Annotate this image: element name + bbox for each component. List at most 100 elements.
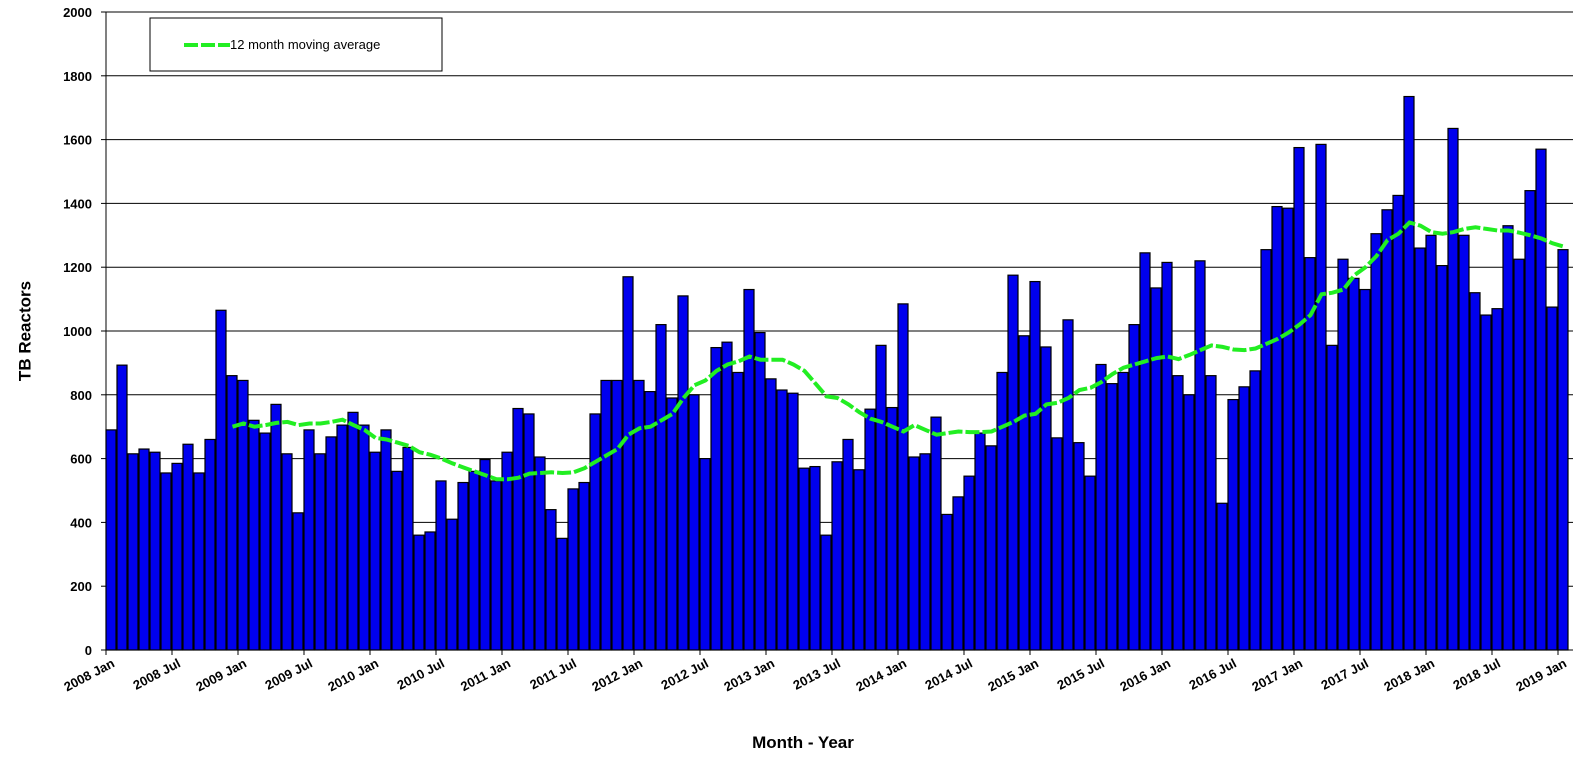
x-tick-label: 2013 Jul [791, 655, 843, 692]
bar [1051, 437, 1063, 651]
bar [1513, 258, 1525, 651]
bar [1205, 375, 1217, 651]
x-tick-label: 2012 Jan [589, 655, 645, 694]
bar [1139, 252, 1151, 651]
x-tick-label: 2009 Jan [193, 655, 249, 694]
bar [1326, 344, 1338, 651]
bar [798, 467, 810, 651]
bar [380, 429, 392, 651]
x-tick-label: 2014 Jan [853, 655, 909, 694]
bar [1106, 383, 1118, 651]
bar [1260, 249, 1272, 651]
x-tick-label: 2018 Jan [1381, 655, 1437, 694]
x-tick-label: 2017 Jan [1249, 655, 1305, 694]
bar [182, 443, 194, 651]
bar [633, 379, 645, 651]
bar [864, 408, 876, 651]
x-tick-label: 2016 Jan [1117, 655, 1173, 694]
bar [259, 432, 271, 651]
x-tick-label: 2014 Jul [923, 655, 975, 692]
bar [578, 481, 590, 651]
bar [1491, 308, 1503, 651]
bar [204, 438, 216, 651]
bar [721, 341, 733, 651]
bar [1348, 277, 1360, 651]
x-tick-label: 2008 Jan [61, 655, 117, 694]
bar [457, 481, 469, 651]
x-tick-label: 2015 Jan [985, 655, 1041, 694]
bar [391, 470, 403, 651]
bar [897, 303, 909, 651]
bar [875, 344, 887, 651]
bar [545, 509, 557, 651]
bar [336, 424, 348, 651]
y-tick-label: 1600 [63, 133, 92, 148]
x-tick-label: 2009 Jul [263, 655, 315, 692]
bar [710, 346, 722, 651]
bar [1029, 280, 1041, 651]
x-tick-label: 2010 Jul [395, 655, 447, 692]
bar [479, 458, 491, 651]
bar [1359, 288, 1371, 651]
bar [292, 512, 304, 651]
legend-box [149, 17, 443, 72]
bar [853, 469, 865, 651]
y-tick-label: 600 [70, 452, 92, 467]
bar [765, 378, 777, 651]
bar [655, 324, 667, 651]
bar [1557, 249, 1569, 651]
bar [160, 472, 172, 651]
bar [1502, 225, 1514, 651]
bar [1535, 148, 1547, 651]
bar [963, 475, 975, 651]
bar [127, 453, 139, 651]
bar [402, 446, 414, 651]
bar [1117, 371, 1129, 651]
y-tick-label: 1800 [63, 69, 92, 84]
bar [1425, 234, 1437, 651]
bar [908, 456, 920, 651]
bar [754, 331, 766, 651]
bar [468, 470, 480, 651]
bar [523, 413, 535, 651]
y-axis-title: TB Reactors [15, 281, 34, 381]
bar [930, 416, 942, 651]
bar [303, 429, 315, 651]
bar [1370, 233, 1382, 651]
bar [886, 406, 898, 651]
bar [743, 288, 755, 651]
bar [1458, 234, 1470, 651]
x-tick-label: 2017 Jul [1319, 655, 1371, 692]
bar [171, 462, 183, 651]
bar [1183, 394, 1195, 651]
bar [314, 453, 326, 651]
bar [1194, 260, 1206, 651]
legend: 12 month moving average [149, 17, 443, 72]
bar [600, 379, 612, 651]
bar [1161, 261, 1173, 651]
bar [105, 429, 117, 651]
bar [490, 480, 502, 651]
bar [556, 537, 568, 651]
bar [1095, 363, 1107, 651]
bar [776, 389, 788, 651]
x-tick-label: 2015 Jul [1055, 655, 1107, 692]
bar [325, 436, 337, 651]
bar [1073, 442, 1085, 651]
bar [1040, 346, 1052, 651]
y-tick-label: 800 [70, 388, 92, 403]
bar [699, 458, 711, 651]
bar [1084, 475, 1096, 651]
bar [677, 295, 689, 651]
bar [1238, 386, 1250, 651]
bar [1150, 287, 1162, 651]
bar [215, 309, 227, 651]
y-tick-label: 400 [70, 515, 92, 530]
bar [369, 451, 381, 651]
bar [1216, 502, 1228, 651]
bar [1392, 194, 1404, 651]
bar [1249, 370, 1261, 651]
bar [413, 534, 425, 651]
bar [534, 456, 546, 651]
x-tick-label: 2018 Jul [1451, 655, 1503, 692]
